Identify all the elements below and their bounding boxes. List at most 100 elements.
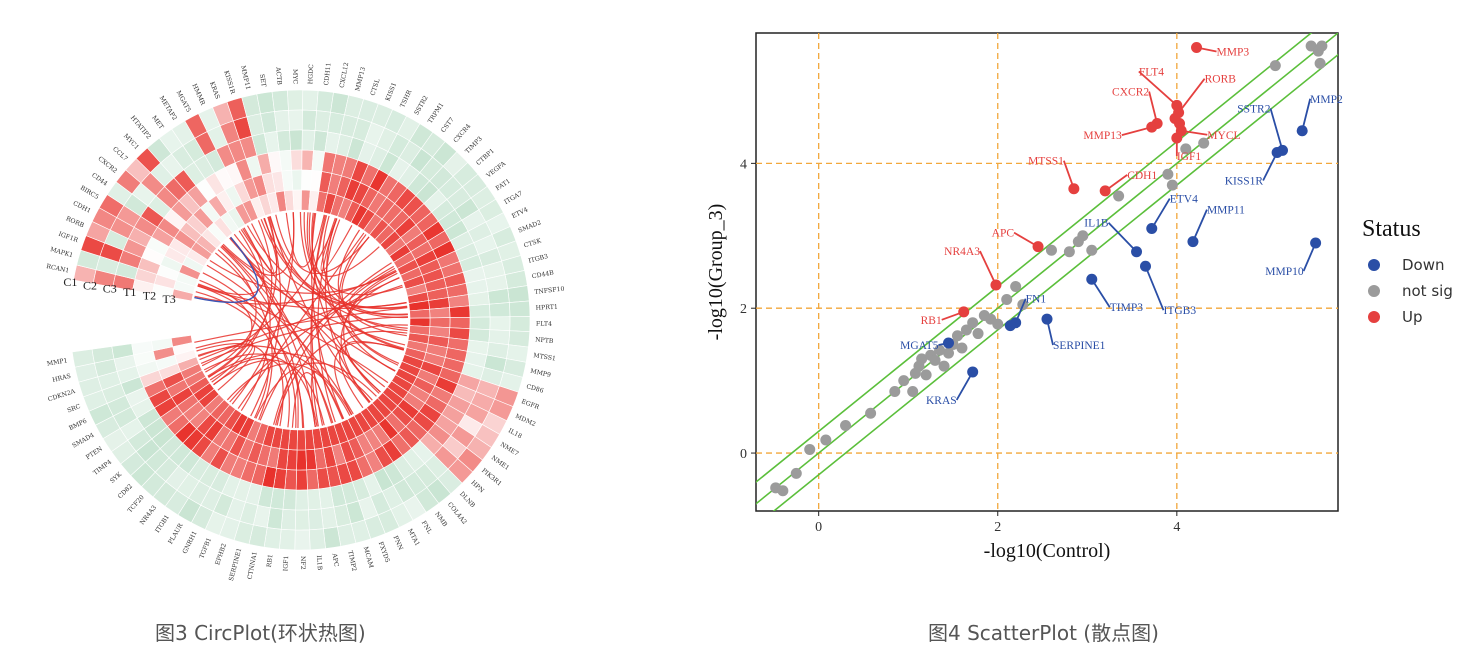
data-point-not-sig [920,369,932,381]
link-curve [205,249,257,373]
data-point-not-sig [972,328,984,340]
label-leader [941,310,965,321]
gene-label: TSHR [399,89,413,109]
point-label: MYCL [1207,130,1240,142]
gene-label: CXCL12 [339,62,351,89]
point-label: CXCR2 [1112,87,1149,99]
data-point-not-sig [943,347,955,359]
point-label: APC [992,228,1015,240]
link-curve [229,277,400,403]
y-tick-label: 0 [740,447,747,462]
gene-label: SMAD2 [517,219,542,235]
heatmap-cell [308,528,326,551]
gene-label: CDKN2A [47,388,76,403]
data-point-not-sig [777,485,789,497]
heatmap-cell [170,334,193,348]
gene-label: ITGB3 [528,253,549,265]
label-leader [1104,174,1128,192]
x-tick-label: 4 [1173,520,1180,535]
data-point-not-sig [1001,294,1013,306]
label-leader [955,371,974,401]
gene-label: HMMR [190,83,206,107]
data-point-not-sig [934,344,946,356]
gene-label: COL4A2 [446,501,468,526]
gene-label: SSTR2 [413,94,430,116]
legend-title: Status [1362,216,1421,242]
legend-label: not sig [1402,282,1453,300]
point-label: RORB [1205,74,1237,86]
gene-label: IL18 [507,427,523,440]
heatmap-cell [294,509,310,531]
row-label: C1 [63,275,77,289]
heatmap-cell [301,149,314,171]
label-leader [979,250,997,286]
gene-label: CXCR2 [97,155,119,175]
legend-label: Up [1402,308,1423,326]
data-point-not-sig [840,420,852,432]
heatmap-cell [294,529,311,551]
point-label: MMP13 [1083,130,1122,142]
legend-marker [1368,311,1380,323]
point-label: MMP3 [1217,46,1250,58]
gene-label: BIRC5 [79,184,100,201]
gene-label: HGDC [307,64,315,85]
heatmap-cell [302,89,319,111]
gene-label: CD44 [90,172,108,188]
gene-label: MCAM [362,546,375,570]
plot-area [755,32,1339,512]
label-leader [1196,46,1217,53]
gene-label: ETV4 [511,206,529,220]
gene-label: SRC [66,403,81,415]
gene-label: CTSK [523,237,542,249]
y-tick-label: 4 [740,157,747,172]
threshold-line [756,33,1313,484]
threshold-line [756,33,1338,505]
heatmap-cell [289,129,303,151]
heatmap-cell [276,129,291,152]
heatmap-cell [308,508,324,531]
gene-label: KISS1 [385,82,399,103]
data-point-not-sig [1063,246,1075,258]
data-point-not-sig [1077,230,1089,242]
point-label: KRAS [926,395,957,407]
link-curve [230,236,333,424]
heatmap-cell [489,302,511,318]
gene-label: CD82 [117,483,134,500]
label-leader [1121,126,1152,137]
label-leader [1301,98,1312,131]
gene-label: SERPINE1 [228,547,243,582]
gene-label: CD86 [525,383,544,395]
label-leader [1148,91,1159,124]
link-curve [303,212,408,319]
gene-label: MMP11 [239,65,251,91]
gene-label: ITGA7 [503,190,524,206]
data-point-not-sig [1180,143,1192,155]
point-label: MMP11 [1207,205,1245,217]
data-point-not-sig [1113,190,1125,202]
link-curve [240,229,386,388]
gene-label: PTEN [85,445,105,461]
label-leader [1063,160,1075,190]
label-leader [1046,318,1054,346]
gene-label: DLNB [458,491,476,510]
point-label: ETV4 [1170,194,1198,206]
heatmap-cell [274,109,290,132]
gene-label: NR4A3 [139,504,158,526]
link-curve [195,291,284,427]
heatmap-cell [469,303,491,318]
gene-label: MYC1 [122,133,140,152]
legend-marker [1368,259,1380,271]
row-label: T2 [143,289,156,303]
point-label: RB1 [921,315,942,327]
data-point-Down [1296,125,1308,137]
label-leader [1138,70,1178,107]
link-curve [199,284,403,361]
legend-label: Down [1402,256,1445,274]
point-label: MTSS1 [1028,156,1064,168]
heatmap-cell [487,288,510,305]
gene-label: FXYD5 [377,541,391,564]
link-curve [310,213,345,420]
link-curve [196,343,269,419]
gene-label: NF2 [299,556,306,570]
gene-label: SYK [109,471,124,485]
